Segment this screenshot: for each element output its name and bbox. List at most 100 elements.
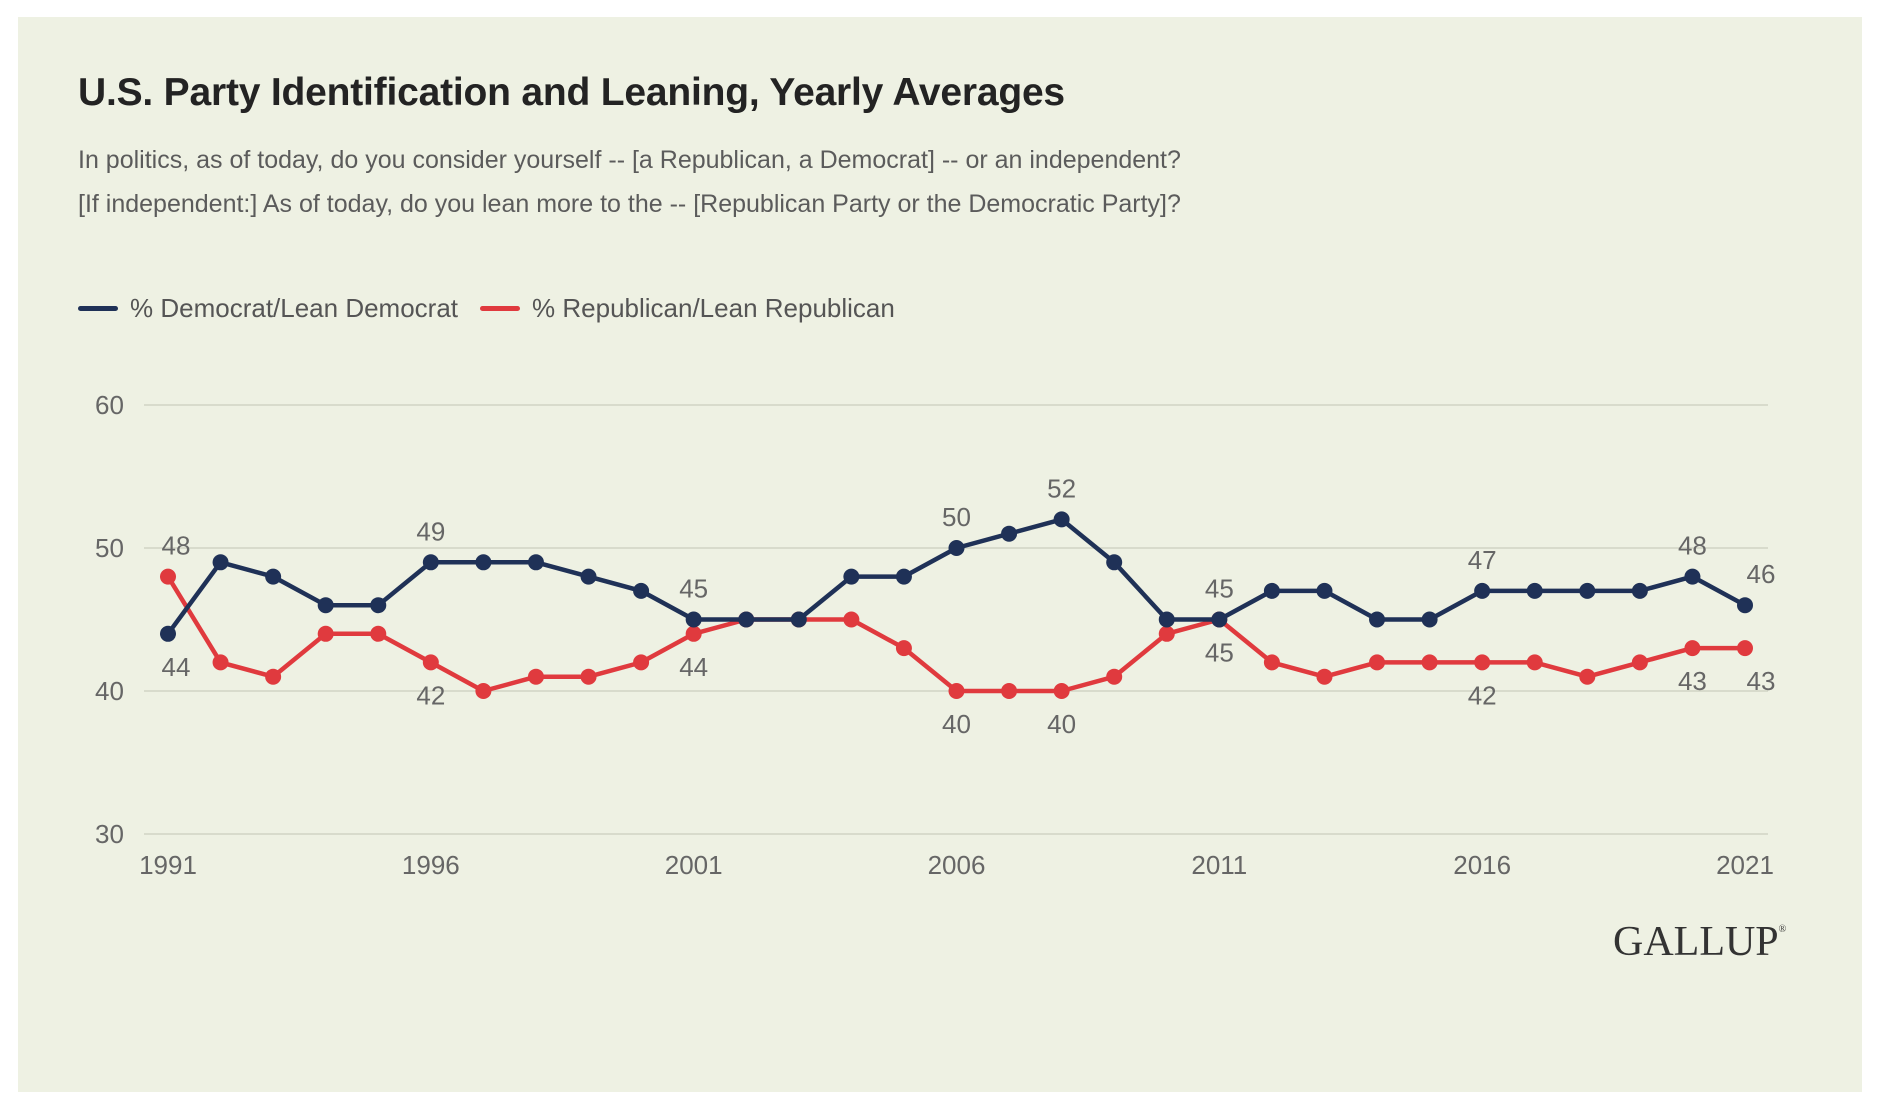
data-point-democrat: [1263, 582, 1280, 599]
chart-legend: % Democrat/Lean Democrat % Republican/Le…: [78, 293, 917, 324]
data-label-democrat: 50: [942, 502, 971, 532]
legend-item-democrat: % Democrat/Lean Democrat: [78, 293, 458, 324]
data-point-democrat: [1369, 611, 1386, 628]
data-point-democrat: [1579, 582, 1596, 599]
data-label-democrat: 49: [416, 516, 445, 546]
y-tick-label: 30: [95, 819, 124, 849]
data-point-republican: [843, 611, 860, 628]
x-tick-label: 2006: [928, 850, 986, 880]
gallup-logo: GALLUP®: [1613, 918, 1786, 966]
data-label-republican: 42: [416, 680, 445, 710]
data-point-democrat: [1421, 611, 1438, 628]
data-point-republican: [895, 640, 912, 657]
data-label-republican: 40: [942, 709, 971, 739]
x-tick-label: 2016: [1453, 850, 1511, 880]
subtitle-line-1: In politics, as of today, do you conside…: [78, 146, 1181, 174]
data-point-republican: [1106, 668, 1123, 685]
data-point-democrat: [1158, 611, 1175, 628]
data-point-democrat: [317, 597, 334, 614]
data-label-democrat: 48: [1678, 531, 1707, 561]
data-point-republican: [1263, 654, 1280, 671]
series-line-democrat: [165, 517, 1748, 637]
subtitle-line-2: [If independent:] As of today, do you le…: [78, 190, 1181, 218]
legend-swatch-republican: [480, 306, 521, 311]
data-point-republican: [633, 654, 650, 671]
chart-subtitle: In politics, as of today, do you conside…: [78, 138, 1578, 226]
data-point-republican: [1579, 668, 1596, 685]
y-tick-label: 60: [95, 390, 124, 420]
data-label-republican: 40: [1047, 709, 1076, 739]
data-point-democrat: [1684, 568, 1701, 585]
data-point-republican: [1421, 654, 1438, 671]
data-point-republican: [948, 683, 965, 699]
y-tick-label: 50: [95, 533, 124, 563]
data-point-republican: [1001, 683, 1018, 699]
data-point-democrat: [422, 554, 439, 571]
x-tick-label: 2011: [1191, 850, 1247, 880]
data-point-republican: [265, 668, 282, 685]
data-point-republican: [580, 668, 597, 685]
data-point-republican: [212, 654, 229, 671]
data-point-democrat: [160, 625, 176, 642]
data-point-democrat: [1631, 582, 1648, 599]
legend-label-democrat: % Democrat/Lean Democrat: [130, 293, 459, 323]
data-point-democrat: [580, 568, 597, 585]
data-point-republican: [370, 625, 387, 642]
data-label-republican: 43: [1747, 666, 1776, 696]
x-tick-label: 2001: [665, 850, 723, 880]
data-label-democrat: 52: [1047, 473, 1076, 503]
data-point-democrat: [738, 611, 755, 628]
data-point-republican: [1737, 640, 1753, 657]
data-label-republican: 43: [1678, 666, 1707, 696]
data-point-democrat: [475, 554, 492, 571]
y-tick-label: 40: [95, 676, 124, 706]
data-label-democrat: 46: [1747, 559, 1776, 589]
data-point-republican: [475, 683, 492, 699]
data-point-republican: [1526, 654, 1543, 671]
x-tick-label: 1996: [402, 850, 460, 880]
data-point-democrat: [212, 554, 229, 571]
data-point-republican: [1369, 654, 1386, 671]
data-point-republican: [1474, 654, 1491, 671]
data-point-democrat: [1211, 611, 1228, 628]
data-label-republican: 42: [1468, 680, 1497, 710]
gallup-logo-text: GALLUP: [1613, 919, 1779, 965]
data-point-democrat: [685, 611, 702, 628]
data-point-republican: [160, 568, 176, 585]
data-point-democrat: [895, 568, 912, 585]
data-point-democrat: [1106, 554, 1123, 571]
data-point-republican: [1316, 668, 1333, 685]
data-point-democrat: [527, 554, 544, 571]
data-label-republican: 44: [679, 652, 708, 682]
chart-title: U.S. Party Identification and Leaning, Y…: [78, 71, 1065, 114]
data-point-republican: [685, 625, 702, 642]
data-point-democrat: [948, 540, 965, 556]
data-label-democrat: 47: [1468, 545, 1497, 575]
data-label-republican: 48: [162, 531, 191, 561]
data-point-republican: [1158, 625, 1175, 642]
x-tick-label: 2021: [1716, 850, 1774, 880]
data-point-republican: [1684, 640, 1701, 657]
series-line-republican: [165, 574, 1748, 694]
data-point-democrat: [1001, 525, 1018, 542]
legend-item-republican: % Republican/Lean Republican: [480, 293, 895, 324]
data-label-democrat: 45: [1205, 574, 1234, 604]
data-label-democrat: 44: [162, 652, 191, 682]
data-point-democrat: [843, 568, 860, 585]
data-point-republican: [527, 668, 544, 685]
data-point-democrat: [1053, 511, 1070, 528]
data-point-democrat: [1316, 582, 1333, 599]
registered-mark: ®: [1778, 924, 1787, 935]
x-tick-label: 1991: [139, 850, 197, 880]
data-label-democrat: 45: [679, 574, 708, 604]
data-point-democrat: [1737, 597, 1753, 614]
data-label-republican: 45: [1205, 638, 1234, 668]
legend-label-republican: % Republican/Lean Republican: [532, 293, 895, 323]
data-point-republican: [1631, 654, 1648, 671]
data-point-democrat: [265, 568, 282, 585]
data-point-democrat: [1474, 582, 1491, 599]
data-point-democrat: [1526, 582, 1543, 599]
data-point-republican: [1053, 683, 1070, 699]
data-point-democrat: [790, 611, 807, 628]
